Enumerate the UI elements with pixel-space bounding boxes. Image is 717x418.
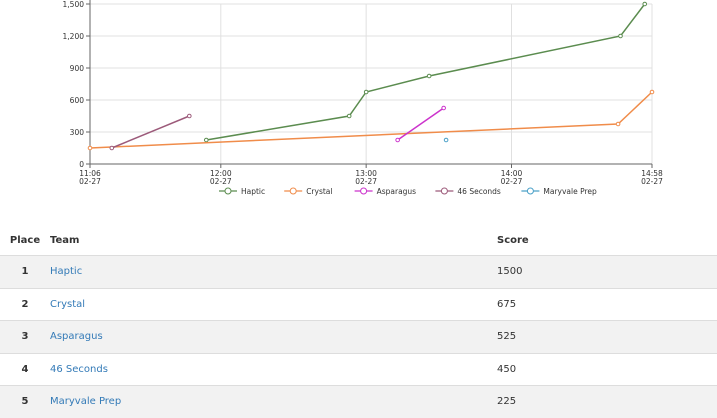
data-point xyxy=(642,1,648,7)
y-tick-label: 300 xyxy=(70,128,85,137)
x-tick-date-label: 02-27 xyxy=(79,177,101,186)
data-point xyxy=(395,137,400,143)
data-point xyxy=(346,113,352,119)
legend-swatch-marker xyxy=(224,187,232,195)
legend-swatch-marker xyxy=(360,187,368,195)
score-cell: 1500 xyxy=(497,266,523,278)
x-tick-date-label: 02-27 xyxy=(355,177,377,186)
team-column-header: Team xyxy=(50,234,80,246)
place-cell: 2 xyxy=(21,298,29,310)
legend-label: Crystal xyxy=(306,187,332,196)
legend-label: Asparagus xyxy=(377,187,417,196)
place-cell: 3 xyxy=(21,331,29,343)
data-point xyxy=(109,145,115,151)
team-link[interactable]: 46 Seconds xyxy=(50,363,108,375)
y-tick-label: 1,500 xyxy=(63,0,85,9)
y-tick-label: 600 xyxy=(70,96,85,105)
data-point xyxy=(618,33,623,39)
place-cell: 4 xyxy=(21,363,29,375)
legend-swatch-marker xyxy=(440,187,448,195)
legend-label: Maryvale Prep xyxy=(543,187,597,196)
team-link[interactable]: Haptic xyxy=(50,266,83,278)
legend-swatch-marker xyxy=(526,187,534,195)
data-point xyxy=(441,105,446,111)
table-row: 5 Maryvale Prep 225 xyxy=(0,385,717,418)
scoreboard-table: Place Team Score 1 Haptic 1500 2 Crystal… xyxy=(0,225,717,418)
data-point xyxy=(187,113,192,119)
table-header-row: Place Team Score xyxy=(0,225,717,256)
data-point xyxy=(363,89,369,95)
x-tick-date-label: 02-27 xyxy=(210,177,232,186)
score-cell: 525 xyxy=(497,331,517,343)
x-tick-label: 12:00 xyxy=(210,169,232,178)
x-tick-label: 14:00 xyxy=(501,169,523,178)
series-line xyxy=(397,107,445,141)
legend-swatch-marker xyxy=(289,187,297,195)
series-line xyxy=(111,115,190,149)
data-point xyxy=(443,137,449,143)
data-point xyxy=(87,145,93,151)
x-tick-label: 14:58 xyxy=(641,169,663,178)
data-point xyxy=(203,137,209,143)
table-row: 3 Asparagus 525 xyxy=(0,320,717,353)
x-tick-date-label: 02-27 xyxy=(501,177,523,186)
table-row: 2 Crystal 675 xyxy=(0,288,717,321)
y-tick-label: 1,200 xyxy=(63,32,85,41)
place-column-header: Place xyxy=(9,234,41,246)
data-point xyxy=(426,73,432,79)
team-link[interactable]: Maryvale Prep xyxy=(50,396,122,408)
score-cell: 450 xyxy=(497,363,517,375)
x-tick-date-label: 02-27 xyxy=(641,177,663,186)
score-cell: 675 xyxy=(497,298,517,310)
score-chart: 03006009001,2001,50011:0602-2712:0002-27… xyxy=(63,0,663,196)
x-tick-label: 13:00 xyxy=(355,169,377,178)
data-point xyxy=(649,89,655,95)
table-row: 1 Haptic 1500 xyxy=(0,255,717,288)
legend-label: 46 Seconds xyxy=(457,187,501,196)
series-line xyxy=(206,3,646,141)
legend-label: Haptic xyxy=(241,187,265,196)
score-cell: 225 xyxy=(497,396,517,408)
y-tick-label: 900 xyxy=(70,64,85,73)
x-tick-label: 11:06 xyxy=(79,169,101,178)
team-link[interactable]: Crystal xyxy=(50,298,86,310)
place-cell: 1 xyxy=(21,266,29,278)
y-tick-label: 0 xyxy=(79,160,84,169)
score-column-header: Score xyxy=(497,234,529,246)
table-row: 4 46 Seconds 450 xyxy=(0,353,717,386)
place-cell: 5 xyxy=(21,396,29,408)
data-point xyxy=(615,121,621,127)
team-link[interactable]: Asparagus xyxy=(50,331,103,343)
